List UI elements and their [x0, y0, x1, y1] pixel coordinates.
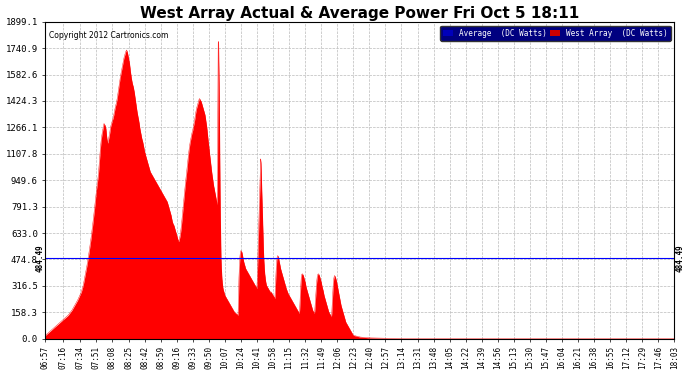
Title: West Array Actual & Average Power Fri Oct 5 18:11: West Array Actual & Average Power Fri Oc…: [140, 6, 580, 21]
Text: Copyright 2012 Cartronics.com: Copyright 2012 Cartronics.com: [48, 31, 168, 40]
Text: 484.49: 484.49: [676, 244, 684, 272]
Legend: Average  (DC Watts), West Array  (DC Watts): Average (DC Watts), West Array (DC Watts…: [440, 26, 671, 40]
Text: 484.49: 484.49: [35, 244, 44, 272]
